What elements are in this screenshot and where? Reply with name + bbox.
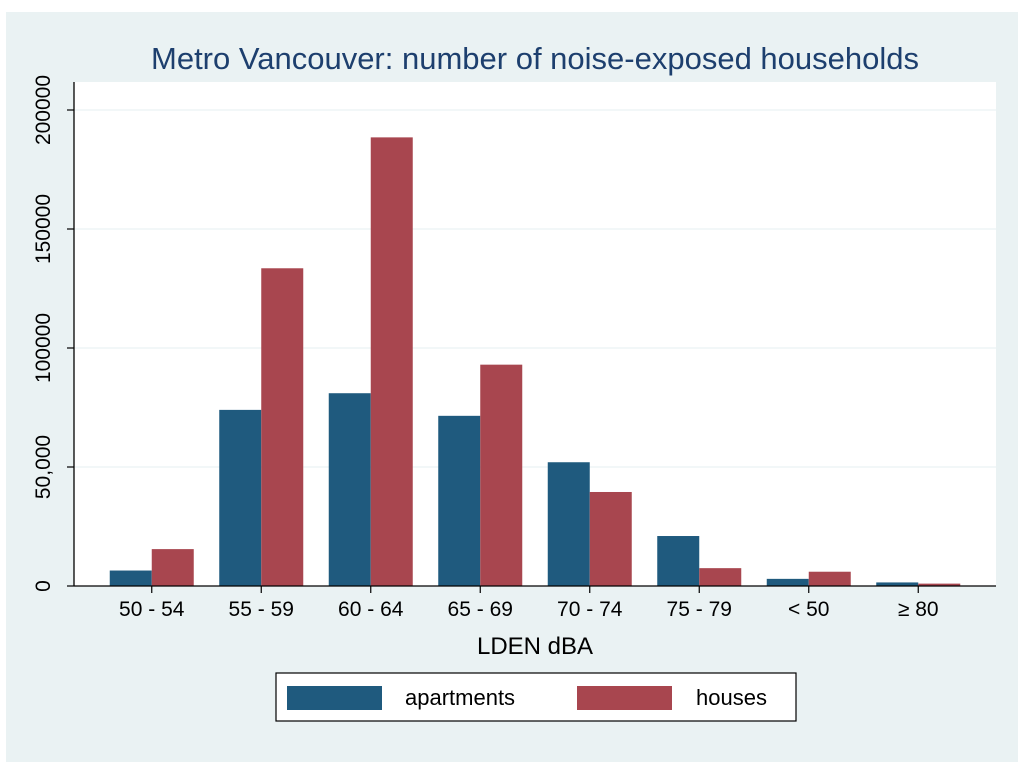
y-tick-label: 100000 — [32, 313, 55, 383]
y-tick-label: 50,000 — [32, 435, 55, 499]
bars — [109, 137, 961, 586]
y-tick-label: 150000 — [32, 194, 55, 264]
legend-label-apartments: apartments — [405, 685, 515, 710]
bar-houses — [589, 491, 632, 586]
x-tick-label: 70 - 74 — [557, 598, 623, 621]
legend-label-houses: houses — [696, 685, 767, 710]
bar-apartments — [657, 536, 700, 586]
bar-houses — [151, 549, 194, 586]
bar-apartments — [219, 409, 262, 586]
bar-houses — [261, 268, 304, 586]
bar-apartments — [547, 462, 590, 586]
bar-apartments — [766, 578, 809, 586]
bar-apartments — [438, 415, 481, 586]
bar-houses — [808, 571, 851, 586]
legend-swatch-houses — [577, 686, 672, 710]
bar-houses — [370, 137, 413, 586]
x-tick-label: 75 - 79 — [667, 598, 732, 621]
bar-houses — [699, 568, 742, 586]
bar-houses — [918, 583, 961, 586]
x-tick-label: 55 - 59 — [229, 598, 294, 621]
bar-apartments — [328, 393, 371, 586]
chart-title: Metro Vancouver: number of noise-exposed… — [151, 41, 919, 76]
legend-swatch-apartments — [287, 686, 382, 710]
bar-apartments — [876, 582, 919, 586]
axes: 0 50,000 100000 150000 200000 50 - 54 55 - 59 6… — [32, 75, 996, 621]
bar-apartments — [109, 570, 152, 586]
x-axis-title: LDEN dBA — [477, 633, 593, 660]
x-tick-label: ≥ 80 — [898, 598, 939, 621]
x-tick-label: < 50 — [788, 598, 829, 621]
plot-area — [74, 82, 996, 586]
x-tick-label: 50 - 54 — [119, 598, 185, 621]
y-tick-label: 0 — [32, 580, 55, 592]
legend: apartments houses — [275, 672, 797, 722]
x-tick-label: 60 - 64 — [338, 598, 404, 621]
x-tick-label: 65 - 69 — [448, 598, 513, 621]
y-tick-label: 200000 — [32, 75, 55, 145]
bar-houses — [480, 364, 523, 586]
